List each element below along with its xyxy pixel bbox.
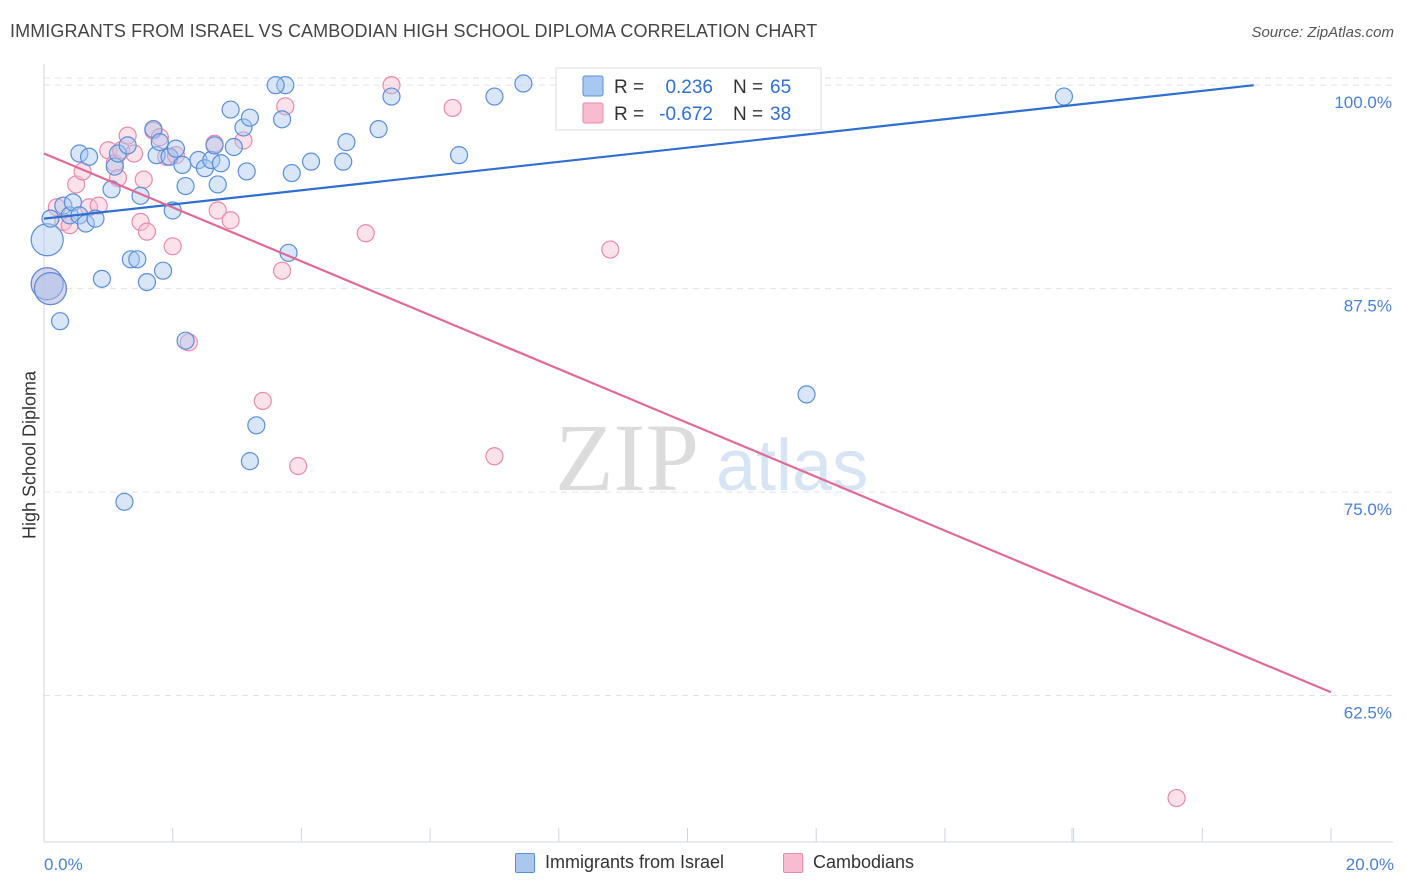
israel-point bbox=[224, 137, 243, 157]
legend-r-value-israel: 0.236 bbox=[665, 77, 713, 98]
israel-point bbox=[30, 223, 64, 257]
israel-point bbox=[92, 269, 112, 288]
israel-point bbox=[272, 110, 292, 129]
legend-n-value-israel: 65 bbox=[770, 77, 791, 98]
israel-point bbox=[282, 163, 301, 183]
israel-point bbox=[1054, 87, 1074, 106]
israel-point bbox=[247, 416, 266, 435]
israel-point bbox=[33, 272, 68, 306]
axes bbox=[43, 64, 1393, 843]
israel-point bbox=[128, 250, 147, 269]
israel-point bbox=[153, 261, 173, 280]
israel-points bbox=[30, 74, 1074, 511]
cambodians-point bbox=[1167, 788, 1186, 808]
israel-point bbox=[70, 144, 89, 163]
israel-point bbox=[211, 154, 231, 173]
legend-r-label-israel: R = bbox=[614, 77, 644, 98]
y-tick-labels: 62.5% 75.0% 87.5% 100.0% bbox=[1334, 93, 1392, 722]
legend-n-label-israel: N = bbox=[733, 77, 763, 98]
legend-item-israel: Immigrants from Israel bbox=[515, 852, 724, 873]
cambodians-point bbox=[208, 201, 227, 220]
israel-point bbox=[202, 150, 221, 170]
israel-point bbox=[208, 175, 227, 194]
israel-point bbox=[173, 155, 192, 175]
legend-swatch-israel bbox=[582, 75, 604, 97]
israel-point bbox=[121, 250, 140, 269]
israel-point bbox=[449, 146, 469, 165]
cambodians-point bbox=[253, 391, 272, 411]
x-tick-label: 0.0% bbox=[44, 855, 83, 874]
israel-point bbox=[797, 385, 816, 404]
legend-r-label-cambodians: R = bbox=[614, 104, 644, 125]
israel-point bbox=[234, 118, 253, 137]
legend-swatch-cambodians bbox=[582, 102, 604, 124]
cambodians-point bbox=[179, 333, 198, 352]
cambodians-point bbox=[601, 240, 620, 259]
israel-point bbox=[240, 108, 260, 127]
cambodians-point bbox=[289, 456, 308, 476]
chart-title: IMMIGRANTS FROM ISRAEL VS CAMBODIAN HIGH… bbox=[10, 21, 818, 41]
israel-point bbox=[54, 196, 73, 215]
israel-point bbox=[166, 139, 186, 158]
cambodians-point bbox=[131, 212, 150, 231]
y-tick-label: 100.0% bbox=[1334, 93, 1392, 112]
cambodians-point bbox=[443, 98, 462, 118]
cambodians-point bbox=[234, 131, 253, 150]
y-tick-label: 62.5% bbox=[1344, 704, 1392, 723]
israel-point bbox=[176, 331, 195, 350]
israel-point bbox=[266, 76, 285, 95]
cambodians-point bbox=[163, 237, 182, 256]
source-label: Source: ZipAtlas.com bbox=[1251, 24, 1394, 41]
legend-label-israel: Immigrants from Israel bbox=[545, 852, 725, 872]
watermark: ZIP atlas bbox=[555, 404, 868, 511]
legend-label-cambodians: Cambodians bbox=[813, 852, 915, 872]
cambodians-point bbox=[118, 126, 137, 145]
israel-point bbox=[337, 133, 356, 152]
x-tick-labels: 0.0% 20.0% bbox=[44, 855, 1394, 874]
y-tick-label: 75.0% bbox=[1344, 500, 1392, 519]
cambodians-point bbox=[356, 224, 375, 243]
israel-point bbox=[205, 136, 224, 155]
cambodians-trend-line bbox=[43, 152, 1332, 694]
israel-point bbox=[137, 273, 157, 292]
israel-point bbox=[118, 136, 137, 155]
israel-point bbox=[176, 176, 195, 196]
israel-point bbox=[237, 162, 256, 181]
israel-point bbox=[382, 87, 401, 106]
y-tick-label: 87.5% bbox=[1344, 297, 1392, 316]
watermark-zip: ZIP bbox=[555, 404, 699, 511]
israel-point bbox=[150, 133, 169, 152]
stats-legend: R = 0.236 N = 65 R = -0.672 N = 38 bbox=[555, 67, 822, 131]
legend-item-cambodians: Cambodians bbox=[783, 852, 914, 873]
x-tick-label: 20.0% bbox=[1346, 855, 1394, 874]
legend-n-value-cambodians: 38 bbox=[770, 104, 791, 125]
israel-point bbox=[50, 312, 70, 331]
israel-point bbox=[485, 87, 504, 106]
israel-point bbox=[221, 100, 240, 119]
israel-point bbox=[79, 147, 99, 166]
cambodians-point bbox=[166, 146, 186, 165]
trend-lines bbox=[43, 84, 1332, 694]
legend-swatch-cambodians bbox=[783, 852, 803, 873]
israel-point bbox=[514, 74, 533, 93]
cambodians-point bbox=[134, 170, 153, 189]
cambodians-point bbox=[272, 261, 292, 280]
legend-n-label-cambodians: N = bbox=[733, 104, 763, 125]
israel-trend-line bbox=[43, 84, 1254, 220]
israel-point bbox=[369, 120, 388, 139]
israel-point bbox=[240, 452, 260, 471]
cambodians-point bbox=[137, 222, 157, 241]
israel-point bbox=[30, 267, 64, 301]
legend-r-value-cambodians: -0.672 bbox=[659, 104, 713, 125]
israel-point bbox=[276, 76, 295, 95]
series-legend: Immigrants from Israel Cambodians bbox=[0, 852, 1406, 878]
israel-point bbox=[115, 492, 134, 511]
cambodians-point bbox=[485, 447, 504, 466]
israel-point bbox=[301, 152, 321, 171]
legend-swatch-israel bbox=[515, 852, 535, 873]
israel-point bbox=[334, 152, 353, 171]
cambodians-point bbox=[221, 211, 240, 230]
